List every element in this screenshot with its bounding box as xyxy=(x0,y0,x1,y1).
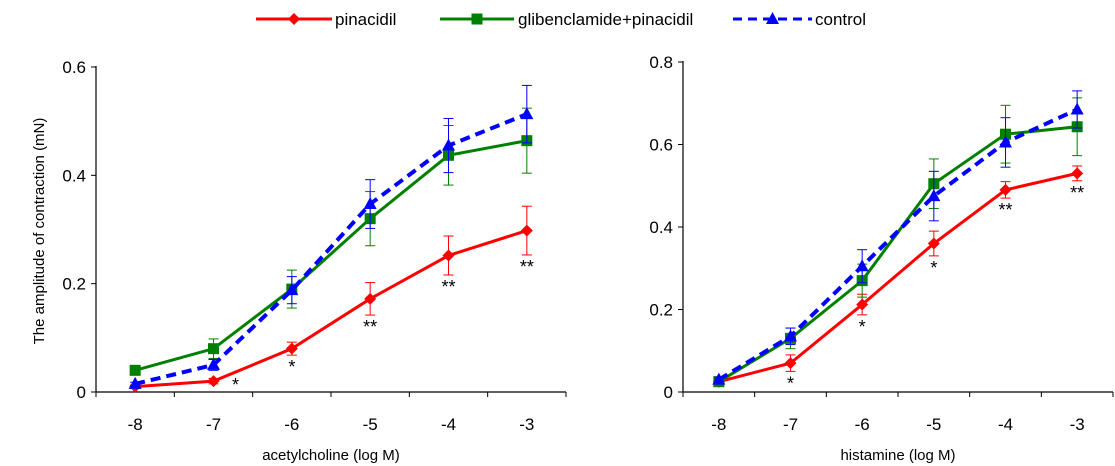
legend-marker-2 xyxy=(471,13,483,25)
y-axis-label: The amplitude of contraction (mN) xyxy=(31,118,48,345)
x-axis-label: histamine (log M) xyxy=(840,447,955,464)
significance-mark: ** xyxy=(363,317,377,337)
y-tick-label: 0.4 xyxy=(62,166,86,185)
legend-marker-1 xyxy=(288,13,300,25)
significance-mark: ** xyxy=(1070,183,1084,203)
chart-histamine: 0 0.2 0.4 0.6 0.8 -8 -7 -6 -5 -4 -3 histamine (log … xyxy=(649,53,1114,464)
series-2 xyxy=(713,97,1083,388)
significance-mark: * xyxy=(787,373,794,393)
series-line xyxy=(134,112,528,386)
chart-acetylcholine: 0 0.2 0.4 0.6 -8 -7 -6 -5 -4 -3 acetylcholine (log… xyxy=(62,58,567,464)
y-tick-label: 0.6 xyxy=(649,136,673,155)
data-point xyxy=(999,135,1012,148)
data-point xyxy=(999,183,1012,196)
significance-mark: ** xyxy=(520,257,534,277)
data-point xyxy=(927,189,941,202)
legend-label-1: pinacidil xyxy=(335,10,396,29)
x-tick-label: -6 xyxy=(284,415,299,434)
y-tick-label: 0 xyxy=(664,383,673,402)
data-point xyxy=(207,375,220,388)
data-point xyxy=(784,329,797,342)
x-axis-label: acetylcholine (log M) xyxy=(262,447,400,464)
series-1 xyxy=(712,165,1084,388)
data-point xyxy=(520,107,534,120)
data-point xyxy=(129,364,141,376)
x-tick-label: -4 xyxy=(998,415,1013,434)
x-tick-label: -8 xyxy=(711,415,726,434)
y-tick-label: 0.2 xyxy=(649,301,673,320)
legend-marker-3 xyxy=(766,12,779,24)
significance-mark: * xyxy=(859,317,866,337)
data-point xyxy=(855,259,869,272)
data-point xyxy=(1070,102,1084,115)
data-point xyxy=(927,237,940,250)
significance-mark: * xyxy=(930,258,937,278)
y-tick-label: 0.8 xyxy=(649,53,673,72)
data-point xyxy=(207,357,220,370)
y-tick-label: 0.4 xyxy=(649,218,673,237)
series-line xyxy=(135,229,528,389)
y-tick-label: 0 xyxy=(77,383,86,402)
x-tick-label: -6 xyxy=(855,415,870,434)
series-2 xyxy=(129,107,533,376)
significance-mark: ** xyxy=(441,277,455,297)
data-point xyxy=(1071,167,1084,180)
legend-label-2: glibenclamide+pinacidil xyxy=(518,10,693,29)
x-tick-label: -4 xyxy=(441,415,456,434)
data-point xyxy=(712,372,726,385)
legend-label-3: control xyxy=(815,10,866,29)
data-point xyxy=(128,376,142,389)
data-point xyxy=(364,292,377,305)
legend: pinacidil glibenclamide+pinacidil control xyxy=(256,10,866,29)
data-point xyxy=(856,298,869,311)
significance-mark: ** xyxy=(998,200,1012,220)
y-tick-label: 0.2 xyxy=(62,275,86,294)
series-line xyxy=(134,139,528,372)
series-line xyxy=(717,107,1079,382)
series-line xyxy=(718,171,1078,384)
x-tick-label: -7 xyxy=(206,415,221,434)
data-point xyxy=(363,197,377,210)
x-tick-label: -8 xyxy=(128,415,143,434)
data-point xyxy=(285,283,299,296)
series-3 xyxy=(712,90,1084,385)
x-tick-label: -3 xyxy=(519,415,534,434)
x-tick-label: -7 xyxy=(783,415,798,434)
data-point xyxy=(442,249,455,262)
data-point xyxy=(784,357,797,370)
data-point xyxy=(520,224,533,237)
significance-mark: * xyxy=(232,375,239,395)
data-point xyxy=(285,342,298,355)
series-1 xyxy=(129,205,533,393)
y-tick-label: 0.6 xyxy=(62,58,86,77)
data-point xyxy=(208,343,219,355)
significance-mark: * xyxy=(288,357,295,377)
x-tick-label: -3 xyxy=(1070,415,1085,434)
series-3 xyxy=(128,84,534,389)
series-line xyxy=(718,125,1078,383)
data-point xyxy=(442,138,455,151)
x-tick-label: -5 xyxy=(363,415,378,434)
x-tick-label: -5 xyxy=(926,415,941,434)
